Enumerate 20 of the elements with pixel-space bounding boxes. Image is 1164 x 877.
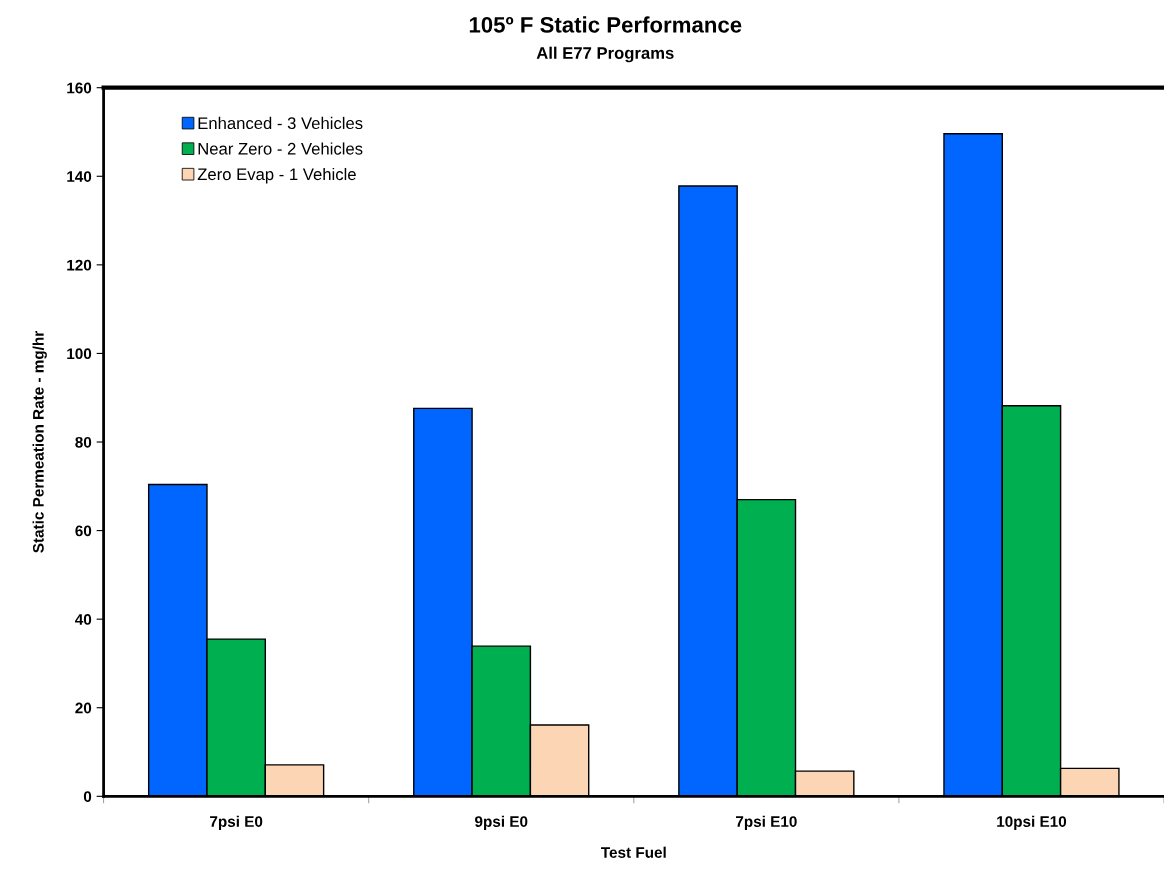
y-axis-title: Static Permeation Rate - mg/hr	[32, 331, 47, 553]
chart-title: 105º F Static Performance	[469, 16, 742, 33]
y-tick-label: 20	[75, 702, 92, 714]
x-tick-label: 10psi E10	[997, 815, 1067, 830]
x-tick-label: 9psi E0	[475, 815, 528, 830]
y-tick-label: 40	[75, 614, 92, 625]
x-axis-title: Test Fuel	[601, 846, 666, 858]
y-tick-label: 80	[75, 436, 92, 448]
legend-label: Zero Evap - 1 Vehicle	[197, 167, 356, 184]
y-tick-label: 0	[83, 791, 92, 802]
legend-label: Enhanced - 3 Vehicles	[198, 116, 363, 130]
y-tick-label: 60	[75, 525, 92, 537]
y-tick-label: 160	[67, 82, 92, 94]
legend-label: Near Zero - 2 Vehicles	[198, 142, 363, 155]
y-tick-label: 120	[67, 259, 92, 271]
x-tick-label: 7psi E10	[736, 815, 797, 830]
x-tick-label: 7psi E0	[210, 815, 263, 830]
y-tick-label: 100	[67, 348, 92, 360]
chart-subtitle: All E77 Programs	[536, 46, 674, 63]
y-tick-label: 140	[67, 171, 92, 182]
